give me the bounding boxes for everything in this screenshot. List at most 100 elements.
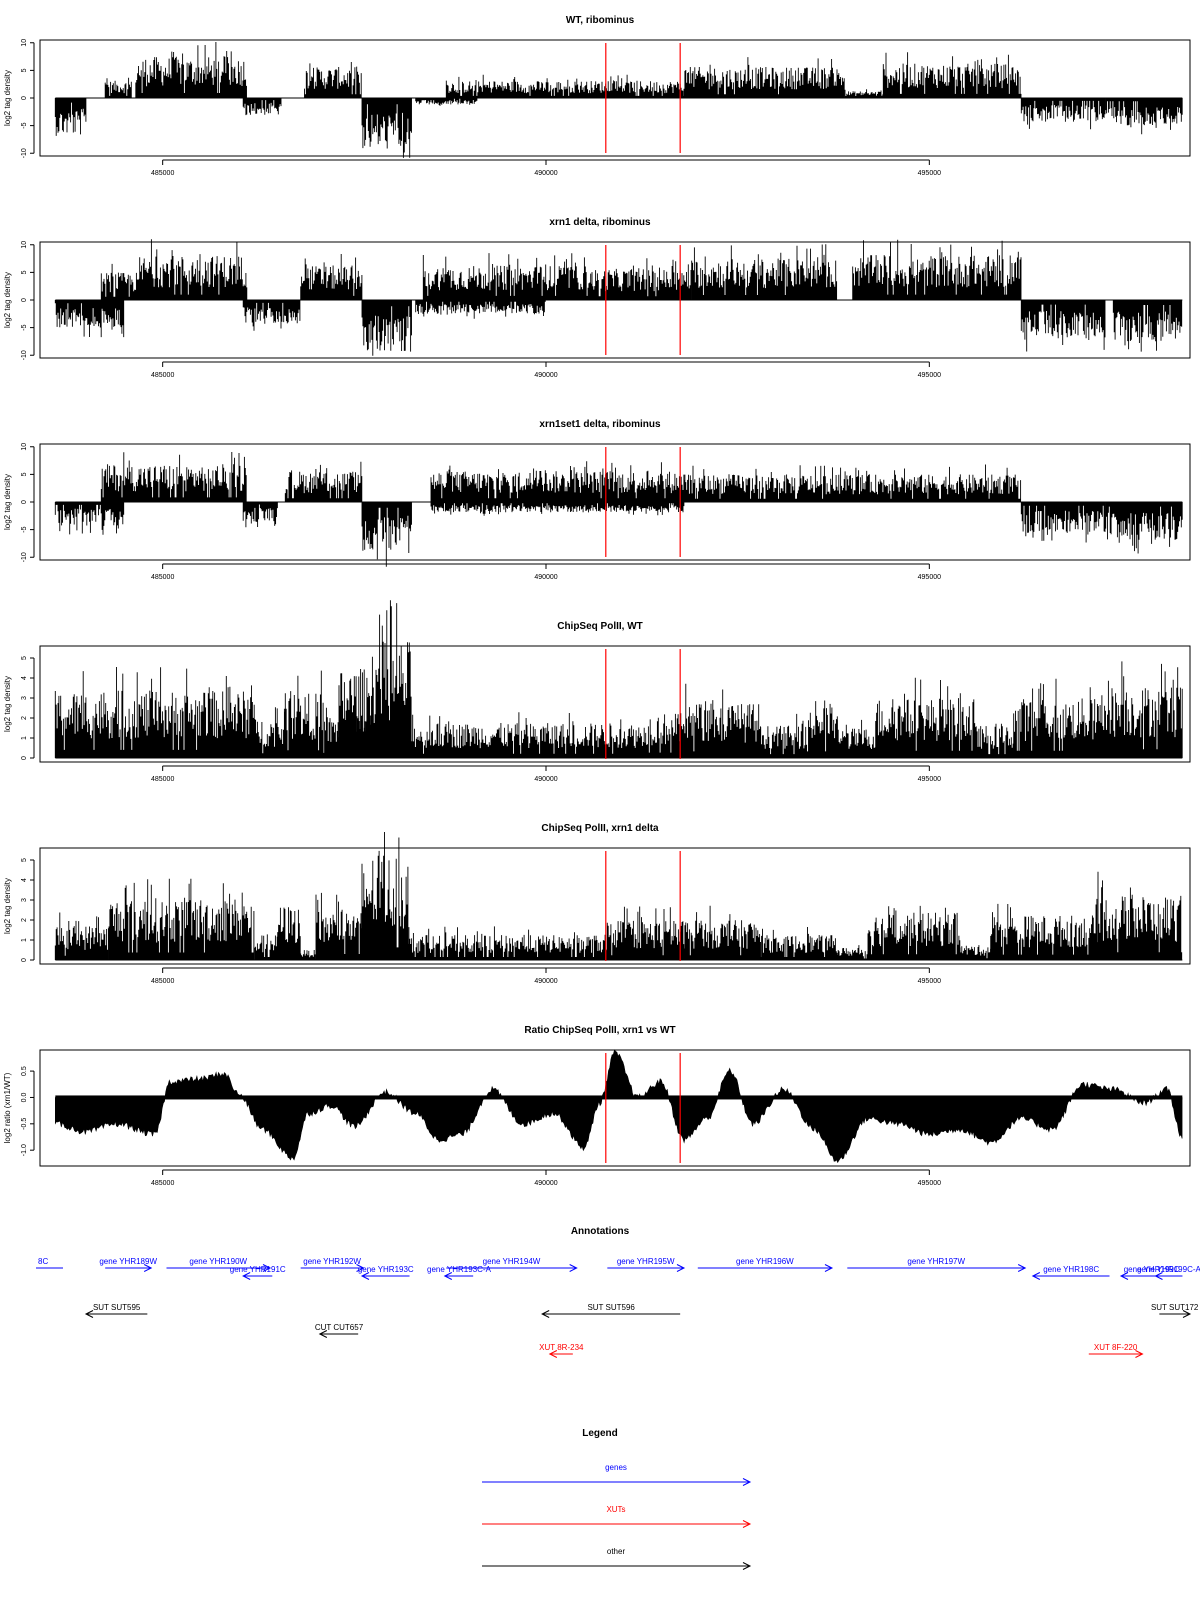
signal-segment <box>606 719 646 758</box>
track-title: xrn1 delta, ribominus <box>549 217 651 228</box>
y-axis-label: log2 tag density <box>3 878 12 934</box>
signal-segment <box>54 502 125 535</box>
signal-segment <box>836 719 876 758</box>
annotation-feature: XUT 8F-220 <box>1088 1343 1144 1358</box>
annotation-label: gene YHR193C <box>358 1265 414 1274</box>
y-tick-label: 0 <box>21 958 28 962</box>
signal-segment <box>407 926 608 960</box>
signal-segment <box>683 905 761 960</box>
signal-segment <box>242 502 278 528</box>
x-tick-label: 485000 <box>151 978 174 985</box>
annotation-feature: gene YHR189W <box>99 1257 157 1272</box>
signal-segment <box>1020 300 1106 352</box>
y-axis: -10 -5 0 5 10 <box>21 241 35 360</box>
annotations-title: Annotations <box>571 1226 630 1237</box>
annotation-label: gene YHR199C-A <box>1137 1265 1200 1274</box>
track-panel-3: ChipSeq PolII, WT log2 tag density 0 1 2 3 4 5 4… <box>3 600 1191 783</box>
x-tick-label: 490000 <box>534 574 557 581</box>
legend-label: XUTs <box>606 1505 625 1514</box>
y-axis-label: log2 tag density <box>3 70 12 126</box>
plot-frame <box>39 847 1191 965</box>
track-title: ChipSeq PolII, WT <box>557 621 643 632</box>
annotation-label: gene YHR191C <box>230 1265 286 1274</box>
annotation-feature: gene YHR195W <box>607 1257 686 1272</box>
x-axis: 485000 490000 495000 <box>151 159 941 177</box>
x-tick-label: 495000 <box>918 776 941 783</box>
signal-segment <box>852 239 1022 300</box>
y-axis: -1.0 -0.5 0.0 0.5 <box>21 1066 35 1156</box>
legend-items: genes XUTs other <box>482 1463 752 1570</box>
y-tick-label: 4 <box>21 676 28 680</box>
signal-segment <box>430 502 685 516</box>
plot-frame <box>39 1049 1191 1167</box>
zero-band <box>55 1095 1183 1100</box>
signal-segment <box>284 670 324 758</box>
annotation-feature: gene YHR192W <box>300 1257 365 1272</box>
y-tick-label: -5 <box>21 526 28 532</box>
x-axis: 485000 490000 495000 <box>151 967 941 985</box>
y-tick-label: -10 <box>21 552 28 562</box>
annotation-feature: SUT SUT596 <box>541 1303 681 1318</box>
signal-segment <box>606 74 685 98</box>
signal-segment <box>867 905 961 960</box>
signal-segment <box>361 98 412 158</box>
y-tick-label: 1 <box>21 938 28 942</box>
x-tick-label: 495000 <box>918 170 941 177</box>
signal-segment <box>875 677 976 758</box>
track-data <box>54 239 1183 356</box>
annotation-label: SUT SUT595 <box>93 1303 141 1312</box>
y-tick-label: -10 <box>21 148 28 158</box>
signal-segment <box>242 98 282 116</box>
y-tick-label: 5 <box>21 656 28 660</box>
annotation-label: 8C <box>38 1257 48 1266</box>
annotation-feature: gene YHR190W <box>166 1257 272 1272</box>
x-tick-label: 495000 <box>918 1180 941 1187</box>
y-tick-label: 0 <box>21 298 28 302</box>
signal-segment <box>108 878 255 960</box>
x-tick-label: 490000 <box>534 1180 557 1187</box>
track-data <box>54 600 1183 759</box>
plot-frame <box>39 39 1191 157</box>
track-panel-1: xrn1 delta, ribominus log2 tag density -10… <box>3 217 1191 379</box>
signal-segment <box>361 300 412 356</box>
legend-item-xuts: XUTs <box>482 1505 752 1528</box>
signal-segment <box>139 239 248 300</box>
y-tick-label: 5 <box>21 858 28 862</box>
signal-segment <box>254 707 286 758</box>
annotation-label: gene YHR195W <box>617 1257 675 1266</box>
signal-segment <box>411 712 608 758</box>
x-tick-label: 490000 <box>534 372 557 379</box>
signal-segment <box>760 927 838 960</box>
y-tick-label: 2 <box>21 716 28 720</box>
legend-label: genes <box>605 1463 627 1472</box>
plot-frame <box>39 241 1191 359</box>
signal-segment <box>683 683 761 758</box>
signal-segment <box>361 832 409 960</box>
signal-segment <box>606 906 685 960</box>
y-axis-label: log2 tag density <box>3 676 12 732</box>
x-tick-label: 485000 <box>151 170 174 177</box>
signal-segment <box>430 461 685 502</box>
track-title: ChipSeq PolII, xrn1 delta <box>541 823 659 834</box>
y-tick-label: 10 <box>21 443 28 451</box>
y-axis: -10 -5 0 5 10 <box>21 443 35 562</box>
signal-segment <box>54 98 87 136</box>
signal-segment <box>135 42 247 98</box>
y-tick-label: 3 <box>21 898 28 902</box>
annotation-feature: SUT SUT172 <box>1151 1303 1199 1318</box>
signal-segment <box>683 57 845 98</box>
annotation-label: gene YHR189W <box>99 1257 157 1266</box>
signal-segment <box>284 461 363 502</box>
y-axis-label: log2 ratio (xrn1/WT) <box>3 1072 12 1143</box>
annotation-feature: gene YHR196W <box>697 1257 834 1272</box>
annotation-label: SUT SUT596 <box>587 1303 635 1312</box>
signal-segment <box>1105 502 1183 554</box>
y-axis-label: log2 tag density <box>3 272 12 328</box>
signal-segment <box>959 945 992 960</box>
annotations-track: Annotations 8C gene YHR189W gene YHR190Wge… <box>36 1226 1200 1358</box>
legend-label: other <box>607 1547 626 1556</box>
annotation-label: gene YHR199C <box>1124 1265 1180 1274</box>
signal-segment <box>100 452 247 502</box>
